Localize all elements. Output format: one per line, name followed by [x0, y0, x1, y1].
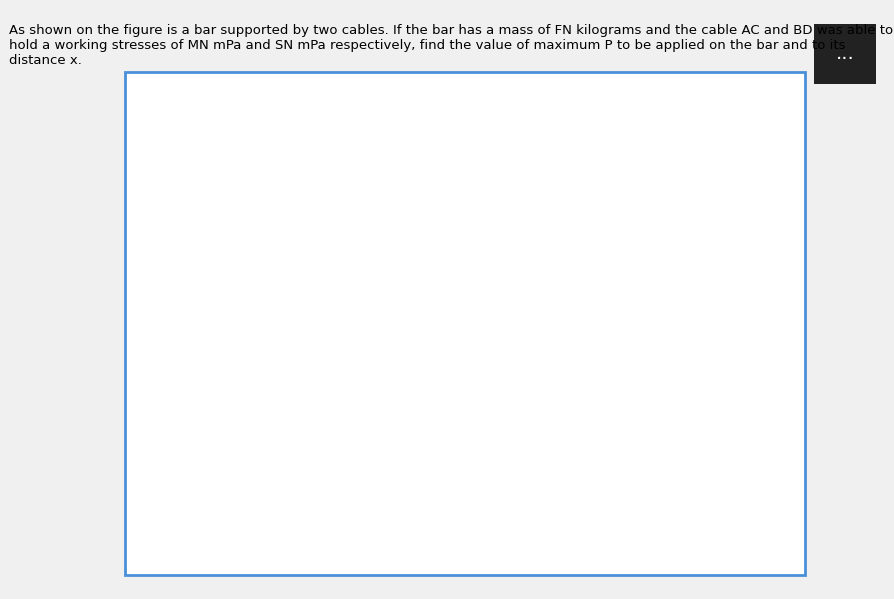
Text: ...: ... — [836, 44, 854, 63]
Polygon shape — [614, 162, 696, 218]
Text: D: D — [682, 206, 696, 224]
Text: B: B — [676, 483, 687, 501]
Text: P: P — [444, 380, 455, 398]
Text: A =400 mm²: A =400 mm² — [402, 249, 527, 268]
Text: 1.8 m: 1.8 m — [149, 337, 193, 352]
Text: x: x — [342, 384, 350, 399]
Text: As shown on the figure is a bar supported by two cables. If the bar has a mass o: As shown on the figure is a bar supporte… — [9, 24, 893, 67]
Text: A: A — [235, 483, 248, 501]
FancyBboxPatch shape — [193, 112, 737, 162]
FancyBboxPatch shape — [274, 474, 655, 510]
Text: C: C — [228, 206, 240, 224]
Circle shape — [263, 206, 287, 225]
Polygon shape — [234, 162, 316, 218]
Circle shape — [643, 206, 667, 225]
Text: 1.8 m: 1.8 m — [737, 337, 780, 352]
Text: 2 m: 2 m — [451, 555, 479, 570]
